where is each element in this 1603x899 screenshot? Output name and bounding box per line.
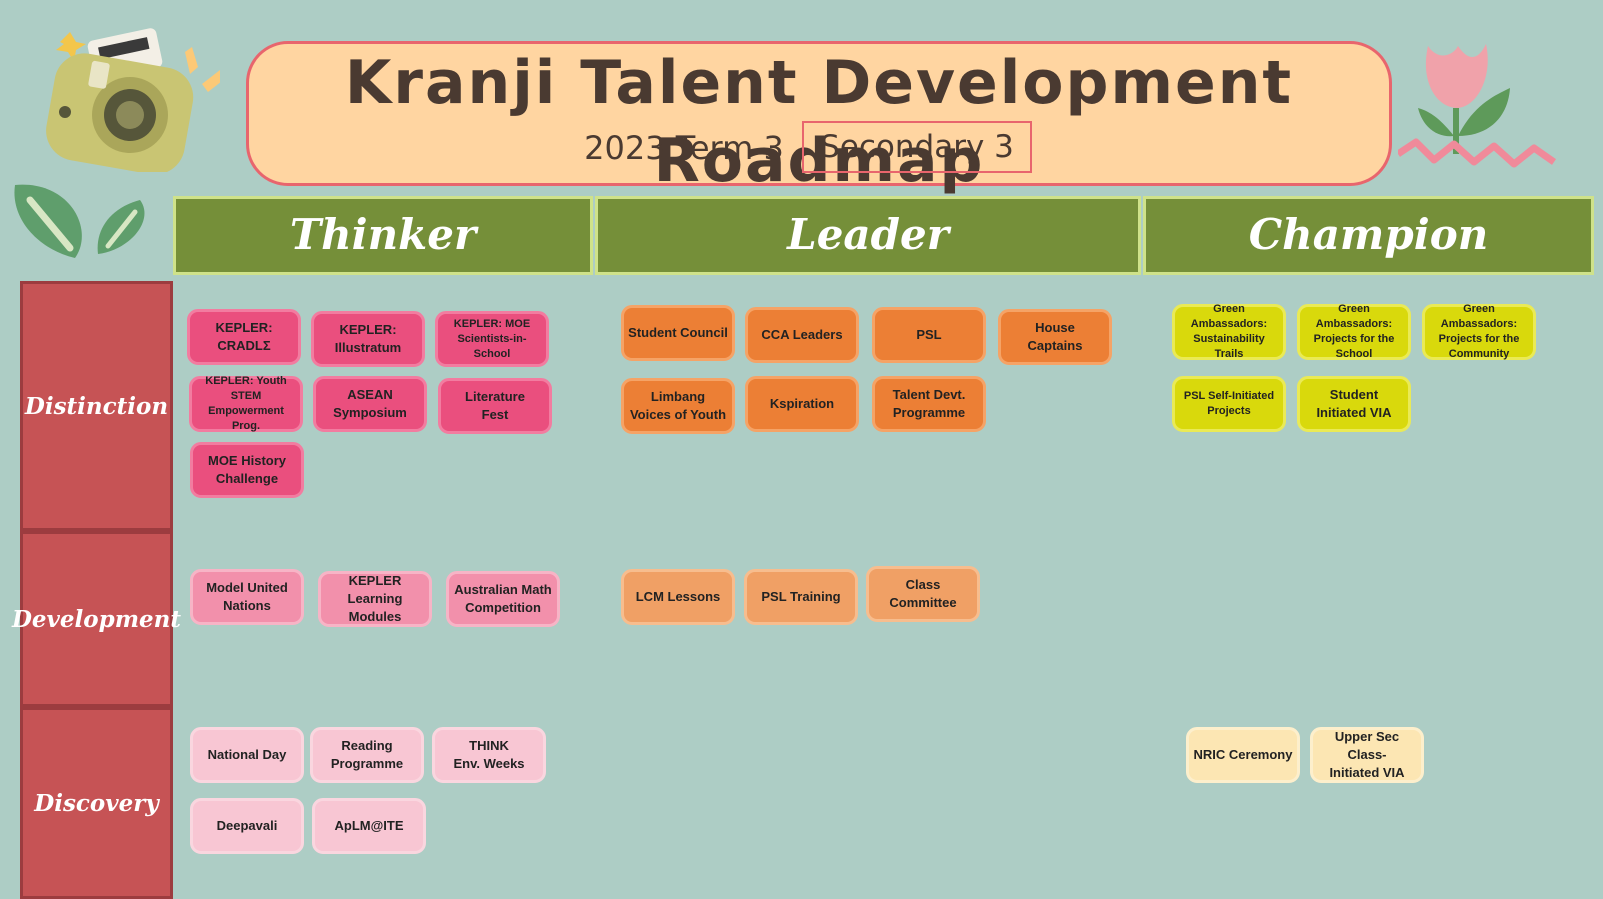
term-label: 2023 Term 3 <box>584 129 784 167</box>
row-header-development: Development <box>12 531 181 707</box>
card-student-council[interactable]: Student Council <box>621 305 735 361</box>
title-banner <box>246 41 1392 186</box>
card-moe-history-challenge[interactable]: MOE History Challenge <box>190 442 304 498</box>
card-house-captains[interactable]: House Captains <box>998 309 1112 365</box>
card-ga-sustainability-trails[interactable]: Green Ambassadors: Sustainability Trails <box>1172 303 1286 360</box>
card-kepler-cradle[interactable]: KEPLER: CRADLΣ <box>187 309 301 365</box>
column-header-champion: Champion <box>1143 196 1594 275</box>
card-national-day[interactable]: National Day <box>190 727 304 783</box>
card-think-env-weeks[interactable]: THINK Env. Weeks <box>432 727 546 783</box>
card-australian-math[interactable]: Australian Math Competition <box>446 571 560 627</box>
card-lcm-lessons[interactable]: LCM Lessons <box>621 569 735 625</box>
card-psl-training[interactable]: PSL Training <box>744 569 858 625</box>
page-title: Kranji Talent Development Roadmap <box>344 48 1294 196</box>
level-label: Secondary 3 <box>802 121 1032 173</box>
card-ga-projects-community[interactable]: Green Ambassadors: Projects for the Comm… <box>1422 303 1536 360</box>
card-kepler-moe-scientists[interactable]: KEPLER: MOE Scientists-in-School <box>435 311 549 367</box>
card-talent-devt-programme[interactable]: Talent Devt. Programme <box>872 376 986 432</box>
card-kepler-illustratum[interactable]: KEPLER: Illustratum <box>311 311 425 367</box>
card-deepavali[interactable]: Deepavali <box>190 798 304 854</box>
card-kepler-youth-stem[interactable]: KEPLER: Youth STEM Empowerment Prog. <box>189 375 303 432</box>
card-kspiration[interactable]: Kspiration <box>745 376 859 432</box>
card-student-initiated-via[interactable]: Student Initiated VIA <box>1297 376 1411 432</box>
card-literature-fest[interactable]: Literature Fest <box>438 378 552 434</box>
card-limbang-voices[interactable]: Limbang Voices of Youth <box>621 378 735 434</box>
card-cca-leaders[interactable]: CCA Leaders <box>745 307 859 363</box>
column-header-leader: Leader <box>595 196 1141 275</box>
tulip-icon <box>1398 44 1557 168</box>
card-psl[interactable]: PSL <box>872 307 986 363</box>
card-reading-programme[interactable]: Reading Programme <box>310 727 424 783</box>
card-nric-ceremony[interactable]: NRIC Ceremony <box>1186 727 1300 783</box>
row-header-distinction: Distinction <box>20 281 173 531</box>
card-class-committee[interactable]: Class Committee <box>866 566 980 622</box>
card-kepler-learning-modules[interactable]: KEPLER Learning Modules <box>318 571 432 627</box>
card-psl-self-initiated[interactable]: PSL Self-Initiated Projects <box>1172 376 1286 432</box>
column-header-thinker: Thinker <box>173 196 593 275</box>
leaf-icon <box>14 184 145 258</box>
camera-icon <box>46 28 220 172</box>
card-aplm-ite[interactable]: ApLM@ITE <box>312 798 426 854</box>
row-header-discovery: Discovery <box>20 707 173 899</box>
card-asean-symposium[interactable]: ASEAN Symposium <box>313 376 427 432</box>
card-ga-projects-school[interactable]: Green Ambassadors: Projects for the Scho… <box>1297 303 1411 360</box>
card-upper-sec-class-via[interactable]: Upper Sec Class- Initiated VIA <box>1310 727 1424 783</box>
card-model-united-nations[interactable]: Model United Nations <box>190 569 304 625</box>
